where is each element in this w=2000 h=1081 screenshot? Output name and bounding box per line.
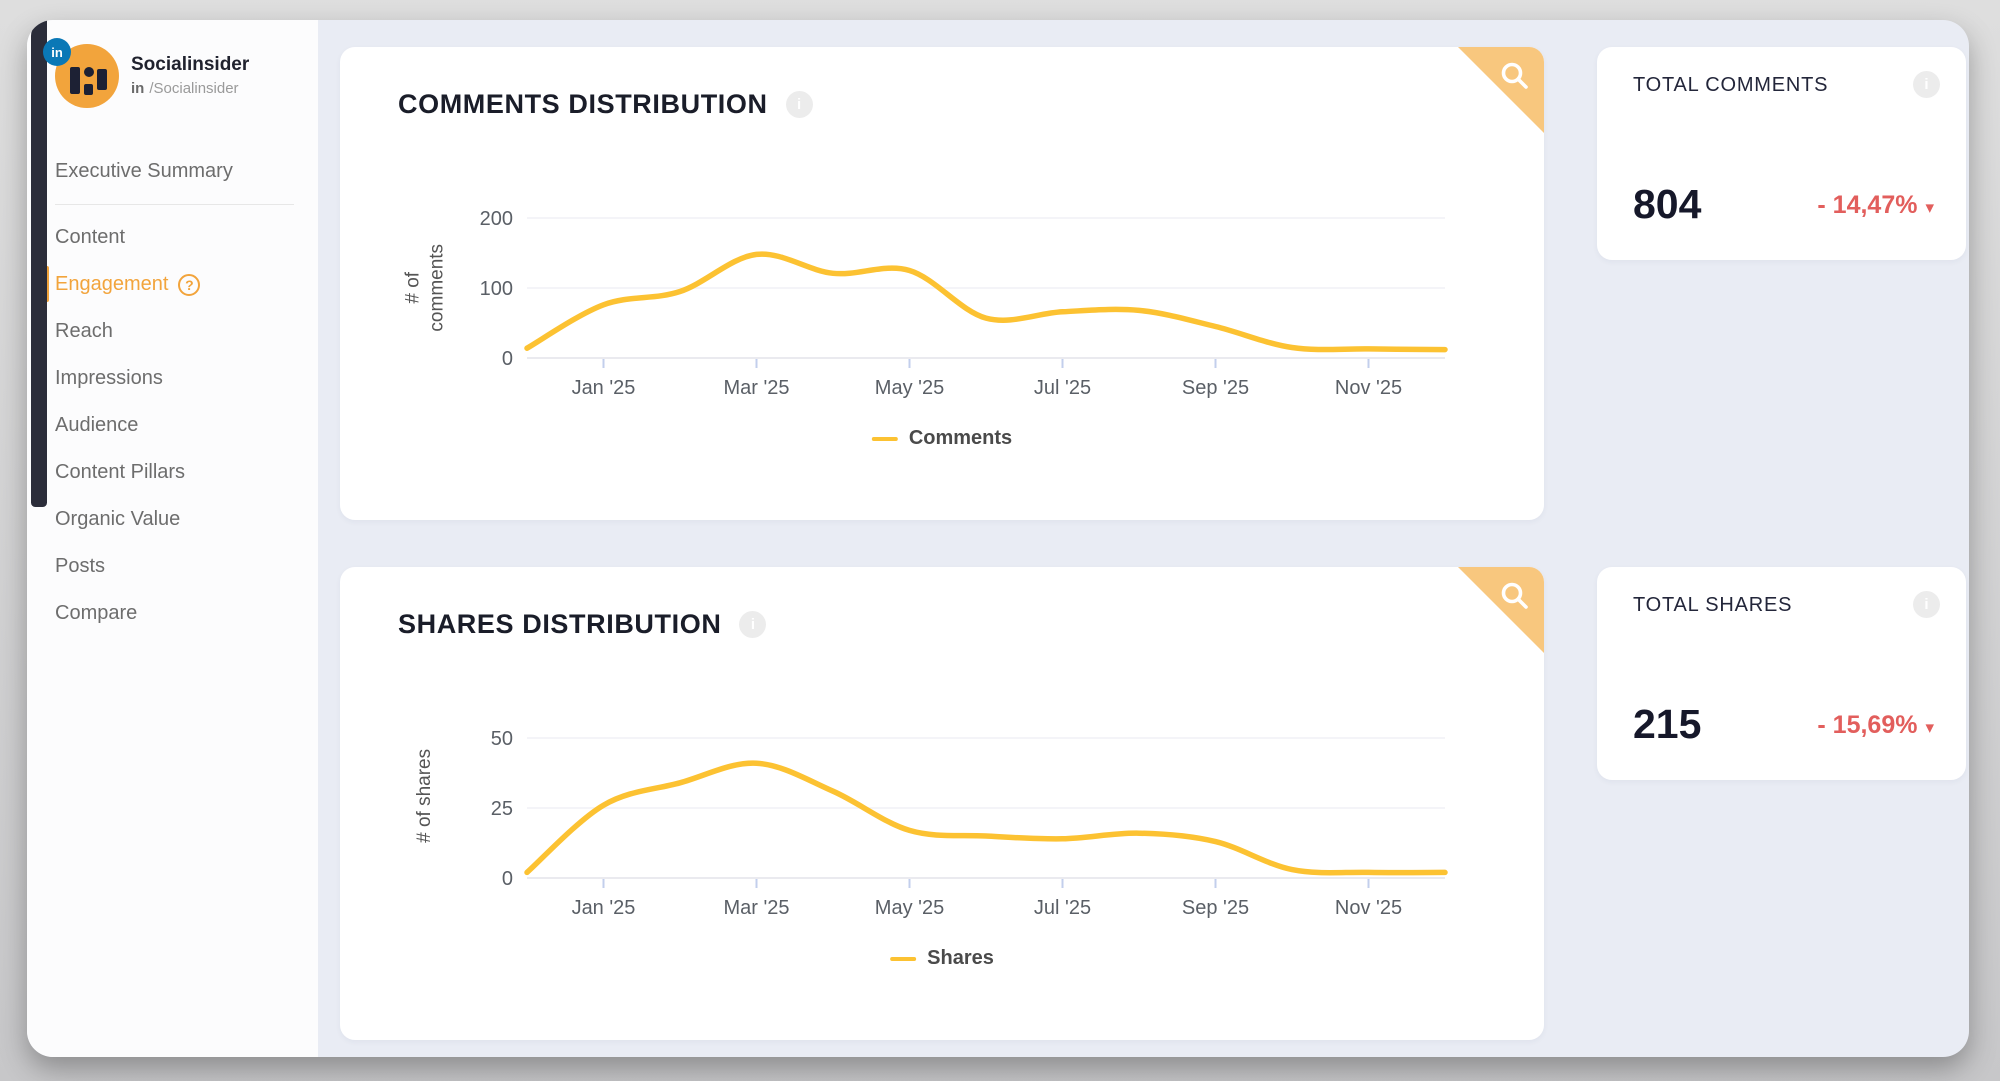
svg-text:Jan '25: Jan '25 <box>572 897 636 919</box>
sidebar-item-executive-summary[interactable]: Executive Summary <box>27 148 318 195</box>
svg-text:0: 0 <box>502 348 513 370</box>
info-icon[interactable]: i <box>785 91 813 118</box>
svg-text:May '25: May '25 <box>875 897 944 919</box>
sidebar-divider <box>55 204 294 205</box>
app-window: in Socialinsider in/Socialinsider Execut… <box>27 20 1969 1057</box>
linkedin-icon: in <box>43 38 71 66</box>
svg-text:Sep '25: Sep '25 <box>1182 377 1249 399</box>
svg-text:May '25: May '25 <box>875 377 944 399</box>
sidebar-item-label: Impressions <box>55 367 163 389</box>
brand-name: Socialinsider <box>131 53 250 75</box>
svg-text:50: 50 <box>491 728 513 750</box>
comments-line-chart: 0 100 200 Jan '25 Mar '25 May '25 Jul '25 Sep '… <box>480 208 1448 399</box>
svg-text:Jan '25: Jan '25 <box>572 377 636 399</box>
trend-down-icon: ▾ <box>1925 197 1934 217</box>
sidebar-item-label: Compare <box>55 602 138 624</box>
chart-legend[interactable]: Comments <box>871 427 1013 450</box>
svg-text:Nov '25: Nov '25 <box>1335 377 1402 399</box>
stat-value: 215 <box>1633 701 1702 747</box>
svg-text:Jul '25: Jul '25 <box>1034 377 1091 399</box>
sidebar-item-content-pillars[interactable]: Content Pillars <box>27 449 318 496</box>
sidebar-item-reach[interactable]: Reach <box>27 308 318 355</box>
help-icon[interactable]: ? <box>178 273 201 296</box>
sidebar-item-label: Executive Summary <box>55 160 233 182</box>
sidebar-item-label: Content <box>55 226 126 248</box>
svg-text:Sep '25: Sep '25 <box>1182 897 1249 919</box>
expand-chart-button[interactable] <box>1458 47 1544 133</box>
shares-line-chart: 0 25 50 Jan '25 Mar '25 May '25 Jul '25 Sep '25… <box>491 728 1448 919</box>
total-shares-card: TOTAL SHARES i 215 - 15,69% ▾ <box>1597 567 1966 780</box>
info-icon[interactable]: i <box>1913 591 1940 618</box>
sidebar-item-organic-value[interactable]: Organic Value <box>27 496 318 543</box>
svg-text:25: 25 <box>491 798 513 820</box>
sidebar-item-engagement[interactable]: Engagement? <box>27 261 318 308</box>
svg-text:Nov '25: Nov '25 <box>1335 897 1402 919</box>
svg-text:100: 100 <box>480 278 513 300</box>
stat-title: TOTAL SHARES <box>1633 594 1793 616</box>
sidebar-item-impressions[interactable]: Impressions <box>27 355 318 402</box>
sidebar-item-content[interactable]: Content <box>27 214 318 261</box>
svg-text:0: 0 <box>502 868 513 890</box>
brand-handle-text: /Socialinsider <box>149 79 239 97</box>
svg-text:Jul '25: Jul '25 <box>1034 897 1091 919</box>
sidebar-item-label: Reach <box>55 320 113 342</box>
active-item-indicator <box>45 266 49 302</box>
sidebar-item-posts[interactable]: Posts <box>27 543 318 590</box>
brand-handle: in/Socialinsider <box>131 80 249 97</box>
stat-change-value: - 14,47% <box>1817 191 1918 219</box>
sidebar-item-label: Audience <box>55 414 139 436</box>
legend-label: Shares <box>927 947 994 969</box>
stat-change-value: - 15,69% <box>1817 711 1918 739</box>
brand-text: Socialinsider in/Socialinsider <box>131 54 249 97</box>
shares-distribution-card: SHARES DISTRIBUTION i # of shares 0 25 50 J… <box>340 567 1544 1040</box>
magnifier-icon <box>1501 582 1528 609</box>
brand-handle-network: in <box>131 79 145 97</box>
sidebar-scrollbar-thumb[interactable] <box>31 20 47 507</box>
sidebar: in Socialinsider in/Socialinsider Execut… <box>27 20 318 1057</box>
svg-text:200: 200 <box>480 208 513 230</box>
stat-change-badge[interactable]: - 14,47% ▾ <box>1817 191 1934 220</box>
svg-text:Mar '25: Mar '25 <box>723 897 789 919</box>
sidebar-nav: Executive Summary Content Engagement? Reach… <box>27 148 318 637</box>
legend-label: Comments <box>908 427 1013 449</box>
trend-down-icon: ▾ <box>1925 717 1934 737</box>
info-icon[interactable]: i <box>1913 71 1940 98</box>
sidebar-item-compare[interactable]: Compare <box>27 590 318 637</box>
sidebar-item-label: Content Pillars <box>55 461 186 483</box>
brand-profile: in Socialinsider in/Socialinsider <box>43 38 249 108</box>
expand-chart-button[interactable] <box>1458 567 1544 653</box>
total-comments-card: TOTAL COMMENTS i 804 - 14,47% ▾ <box>1597 47 1966 260</box>
stat-title: TOTAL COMMENTS <box>1633 74 1829 96</box>
sidebar-item-label: Posts <box>55 555 106 577</box>
chart-legend[interactable]: Shares <box>890 947 994 970</box>
legend-swatch-icon <box>890 956 917 961</box>
stat-change-badge[interactable]: - 15,69% ▾ <box>1817 711 1934 740</box>
magnifier-icon <box>1501 62 1528 89</box>
sidebar-item-label: Organic Value <box>55 508 181 530</box>
chart-title: SHARES DISTRIBUTION <box>398 609 722 639</box>
svg-text:Mar '25: Mar '25 <box>723 377 789 399</box>
sidebar-item-label: Engagement <box>55 273 169 295</box>
brand-logo: in <box>43 38 119 108</box>
legend-swatch-icon <box>871 436 898 441</box>
info-icon[interactable]: i <box>739 611 767 638</box>
stat-value: 804 <box>1633 181 1702 227</box>
sidebar-item-audience[interactable]: Audience <box>27 402 318 449</box>
chart-title: COMMENTS DISTRIBUTION <box>398 89 768 119</box>
